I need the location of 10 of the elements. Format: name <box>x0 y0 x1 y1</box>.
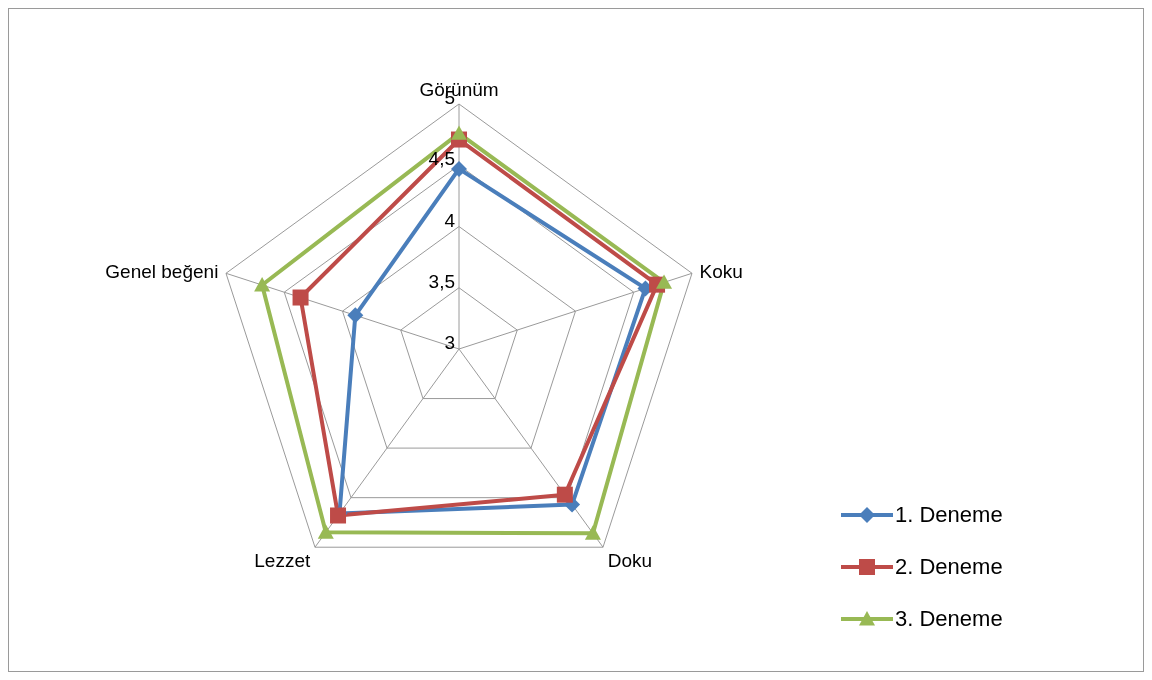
legend-label: 1. Deneme <box>895 502 1003 528</box>
spoke-label: Lezzet <box>254 550 312 572</box>
y-tick-label: 3 <box>444 332 455 353</box>
y-tick-label: 4 <box>444 209 456 231</box>
legend-label: 2. Deneme <box>895 554 1003 580</box>
spoke-label: Genel beğeni <box>105 260 219 282</box>
y-tick-label: 3,5 <box>428 270 455 292</box>
spoke-label: Doku <box>607 550 653 572</box>
spoke-label: Koku <box>699 260 743 282</box>
legend-label: 3. Deneme <box>895 606 1003 632</box>
